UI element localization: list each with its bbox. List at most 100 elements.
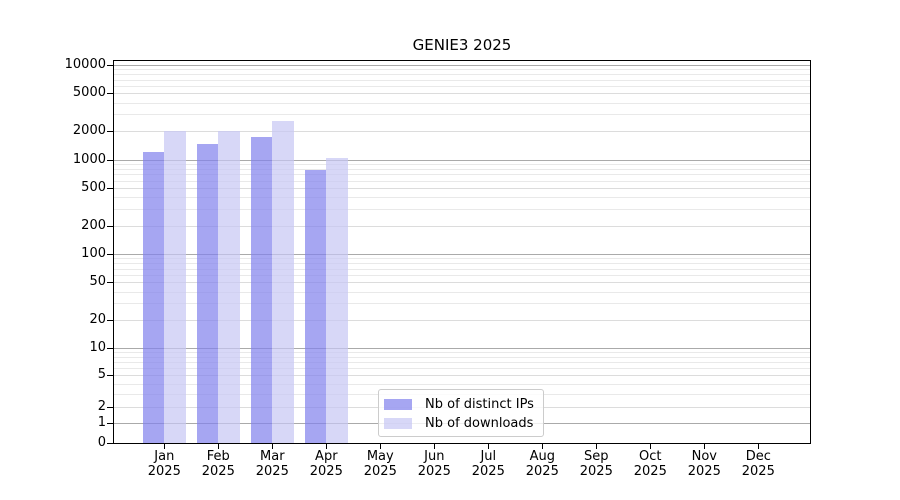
minor-gridline [114, 357, 810, 358]
y-axis-tick [107, 254, 113, 255]
y-axis-tick-label: 1000 [72, 151, 106, 167]
y-axis-tick-label: 500 [81, 179, 106, 195]
legend-item-downloads: Nb of downloads [384, 415, 535, 432]
minor-gridline [114, 180, 810, 182]
minor-gridline [114, 362, 810, 364]
chart-title: GENIE3 2025 [412, 36, 512, 54]
plot-area: Nb of distinct IPs Nb of downloads [113, 60, 811, 444]
major-gridline [114, 65, 810, 66]
y-axis-tick-label: 5000 [72, 85, 106, 101]
x-axis-tick [488, 444, 490, 449]
y-axis-tick [107, 423, 113, 425]
minor-gridline [114, 163, 810, 165]
minor-gridline [114, 303, 810, 305]
legend-label-downloads: Nb of downloads [425, 416, 534, 431]
minor-gridline [114, 368, 810, 370]
x-axis-tick-label: Oct 2025 [633, 449, 667, 479]
bar-apr-2025-nb-of-downloads [326, 157, 348, 443]
major-gridline [114, 348, 810, 350]
y-axis-tick [107, 225, 113, 227]
x-axis-tick-label: Sep 2025 [579, 449, 613, 479]
y-axis-tick-label: 20 [89, 312, 106, 327]
bar-feb-2025-nb-of-distinct-ips [196, 144, 219, 443]
legend: Nb of distinct IPs Nb of downloads [378, 389, 544, 437]
x-axis-tick [326, 444, 328, 449]
y-axis-tick-label: 0 [97, 435, 106, 450]
legend-item-distinct-ips: Nb of distinct IPs [384, 396, 535, 413]
minor-gridline [114, 275, 810, 276]
x-axis-tick-label: Dec 2025 [741, 449, 775, 479]
major-gridline [114, 254, 810, 255]
y-axis-tick [107, 282, 113, 284]
minor-gridline [114, 69, 810, 71]
x-axis-tick-label: Aug 2025 [525, 449, 559, 479]
major-gridline [114, 93, 810, 95]
minor-gridline [114, 291, 810, 293]
y-axis-tick [107, 375, 113, 377]
major-gridline [114, 159, 810, 161]
x-axis-tick-label: Feb 2025 [201, 449, 235, 479]
y-axis-tick-label: 100 [81, 246, 106, 261]
minor-gridline [114, 197, 810, 199]
y-axis-tick [107, 159, 113, 161]
y-axis-tick-label: 2000 [72, 123, 106, 139]
major-gridline [114, 375, 810, 377]
y-axis-tick [107, 443, 113, 444]
legend-swatch-distinct-ips [384, 399, 412, 410]
x-axis-tick-label: Mar 2025 [255, 449, 289, 479]
major-gridline [114, 320, 810, 321]
minor-gridline [114, 102, 810, 104]
x-axis-tick [164, 444, 166, 449]
y-axis-tick [107, 348, 113, 350]
y-axis-tick [107, 406, 113, 408]
minor-gridline [114, 352, 810, 354]
minor-gridline [114, 86, 810, 87]
minor-gridline [114, 74, 810, 76]
bar-jan-2025-nb-of-distinct-ips [142, 152, 165, 443]
y-axis-tick-label: 50 [89, 274, 106, 290]
legend-label-distinct-ips: Nb of distinct IPs [425, 397, 534, 412]
minor-gridline [114, 383, 810, 385]
x-axis-tick [758, 444, 760, 449]
y-axis-tick [107, 65, 113, 66]
minor-gridline [114, 79, 810, 81]
major-gridline [114, 131, 810, 133]
minor-gridline [114, 174, 810, 176]
bar-feb-2025-nb-of-downloads [218, 131, 240, 443]
bar-mar-2025-nb-of-downloads [272, 120, 294, 443]
x-axis-tick [380, 444, 382, 449]
y-axis-tick [107, 320, 113, 321]
major-gridline [114, 282, 810, 284]
minor-gridline [114, 263, 810, 265]
x-axis-tick-label: Jul 2025 [471, 449, 505, 479]
x-axis-tick-label: Jun 2025 [417, 449, 451, 479]
minor-gridline [114, 268, 810, 270]
x-axis-tick [650, 444, 652, 449]
minor-gridline [114, 168, 810, 170]
y-axis-tick-label: 10000 [64, 57, 106, 72]
x-axis-tick [434, 444, 436, 449]
x-axis-tick-label: Jan 2025 [147, 449, 181, 479]
y-axis-tick-label: 2 [97, 398, 106, 414]
bar-jan-2025-nb-of-downloads [164, 131, 186, 443]
y-axis-tick [107, 93, 113, 95]
x-axis-tick [596, 444, 598, 449]
legend-swatch-downloads [384, 418, 412, 429]
y-axis-tick [107, 187, 113, 189]
y-axis-tick-label: 200 [81, 217, 106, 233]
x-axis-tick [704, 444, 706, 449]
bar-mar-2025-nb-of-distinct-ips [250, 137, 273, 443]
x-axis-tick [272, 444, 274, 449]
minor-gridline [114, 114, 810, 116]
major-gridline [114, 225, 810, 227]
x-axis-tick-label: May 2025 [363, 449, 397, 479]
x-axis-tick [542, 444, 544, 449]
major-gridline [114, 187, 810, 189]
x-axis-tick-label: Apr 2025 [309, 449, 343, 479]
x-axis-tick [218, 444, 220, 449]
minor-gridline [114, 208, 810, 210]
y-axis-tick-label: 1 [97, 415, 106, 431]
y-axis-tick [107, 131, 113, 133]
bar-apr-2025-nb-of-distinct-ips [304, 169, 327, 443]
